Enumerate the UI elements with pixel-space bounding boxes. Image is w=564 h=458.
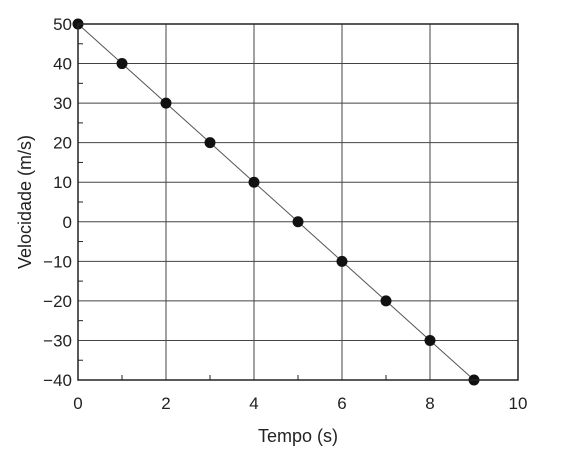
chart-grid <box>77 23 519 381</box>
data-point <box>424 334 436 346</box>
data-point <box>248 176 260 188</box>
y-tick-label: −40 <box>43 371 72 390</box>
data-point <box>380 295 392 307</box>
x-tick-label: 10 <box>509 394 528 413</box>
y-tick-label: 20 <box>53 134 72 153</box>
data-point <box>204 137 216 149</box>
y-tick-label: −10 <box>43 252 72 271</box>
minor-ticks <box>78 43 475 380</box>
y-tick-label: 0 <box>63 213 72 232</box>
data-point <box>116 58 128 70</box>
x-tick-label: 2 <box>161 394 170 413</box>
y-axis-title: Velocidade (m/s) <box>15 135 35 269</box>
x-tick-label: 6 <box>337 394 346 413</box>
plot-frame <box>77 23 519 381</box>
data-point <box>160 97 172 109</box>
y-tick-labels: 50 40 30 20 10 0 −10 −20 −30 −40 <box>43 15 72 390</box>
series-line-group <box>77 23 475 381</box>
y-tick-label: −20 <box>43 292 72 311</box>
x-tick-labels: 0 2 4 6 8 10 <box>73 394 527 413</box>
x-tick-label: 0 <box>73 394 82 413</box>
y-tick-label: 50 <box>53 15 72 34</box>
y-tick-label: −30 <box>43 331 72 350</box>
x-tick-label: 8 <box>425 394 434 413</box>
y-tick-label: 40 <box>53 55 72 74</box>
y-tick-label: 10 <box>53 173 72 192</box>
x-axis-title: Tempo (s) <box>258 426 338 446</box>
series-line <box>77 23 475 381</box>
x-tick-label: 4 <box>249 394 258 413</box>
data-point <box>336 255 348 267</box>
data-point <box>292 216 304 228</box>
y-tick-label: 30 <box>53 94 72 113</box>
